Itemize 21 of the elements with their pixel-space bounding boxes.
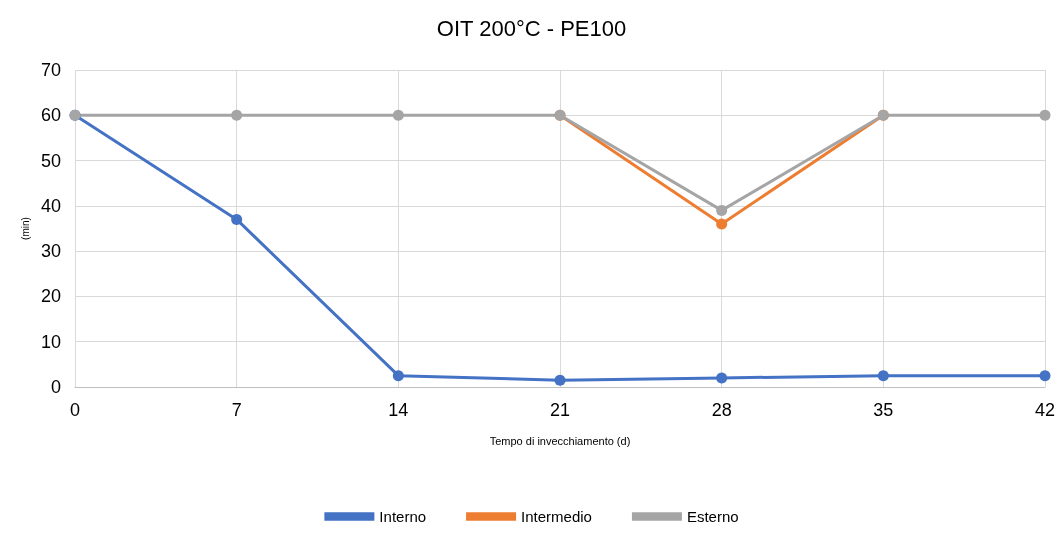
legend-label: Interno [379,508,427,525]
y-axis-title: (min) [19,217,31,240]
y-tick-label: 60 [40,105,61,126]
x-axis-title: Tempo di invecchiamento (d) [489,434,631,447]
x-tick-label: 21 [549,400,571,420]
legend-label: Intermedio [521,508,592,525]
y-tick-label: 10 [40,331,61,352]
x-tick-label: 0 [69,400,81,420]
y-tick-label: 40 [40,195,61,216]
y-tick-label: 50 [40,150,61,171]
x-tick-label: 35 [873,400,894,420]
y-tick-label: 0 [50,377,61,397]
y-tick-label: 30 [40,241,61,262]
y-tick-label: 20 [40,286,61,307]
y-tick-label: 70 [40,60,61,80]
x-tick-label: 28 [711,400,732,420]
x-tick-label: 14 [388,400,409,420]
legend-label: Esterno [686,508,739,525]
x-tick-label: 42 [1034,400,1056,420]
x-tick-label: 7 [231,400,242,420]
chart-title: OIT 200°C - PE100 [436,15,627,41]
